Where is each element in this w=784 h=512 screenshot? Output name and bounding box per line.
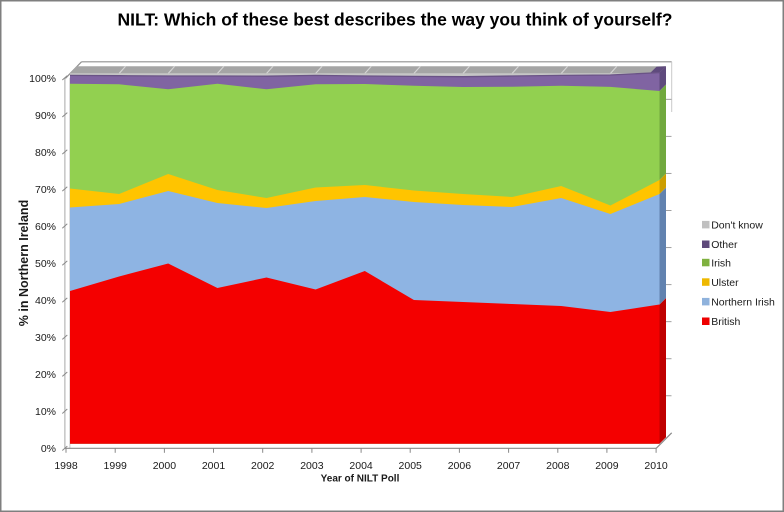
svg-text:1999: 1999 — [104, 460, 128, 472]
svg-text:20%: 20% — [35, 369, 56, 381]
svg-text:60%: 60% — [35, 221, 56, 233]
svg-text:40%: 40% — [35, 295, 56, 307]
svg-text:1998: 1998 — [54, 460, 78, 472]
svg-text:Year of NILT Poll: Year of NILT Poll — [321, 474, 400, 485]
svg-text:2002: 2002 — [251, 460, 275, 472]
svg-text:NILT: Which of these best desc: NILT: Which of these best describes the … — [118, 10, 673, 30]
svg-text:2003: 2003 — [300, 460, 324, 472]
svg-text:2001: 2001 — [202, 460, 226, 472]
svg-text:2008: 2008 — [546, 460, 570, 472]
svg-text:100%: 100% — [29, 73, 56, 85]
svg-text:Northern Irish: Northern Irish — [711, 297, 775, 309]
svg-text:2010: 2010 — [644, 460, 668, 472]
svg-text:50%: 50% — [35, 258, 56, 270]
svg-text:2009: 2009 — [595, 460, 619, 472]
svg-text:90%: 90% — [35, 110, 56, 122]
svg-text:Irish: Irish — [711, 257, 731, 269]
svg-text:2000: 2000 — [153, 460, 177, 472]
svg-text:2004: 2004 — [349, 460, 373, 472]
svg-text:British: British — [711, 316, 740, 328]
svg-text:80%: 80% — [35, 147, 56, 159]
svg-text:Don't know: Don't know — [711, 220, 763, 232]
svg-text:0%: 0% — [41, 443, 56, 455]
svg-text:2007: 2007 — [497, 460, 521, 472]
svg-text:2006: 2006 — [448, 460, 472, 472]
svg-text:30%: 30% — [35, 332, 56, 344]
svg-text:70%: 70% — [35, 184, 56, 196]
svg-text:% in Northern Ireland: % in Northern Ireland — [17, 200, 31, 326]
svg-text:Ulster: Ulster — [711, 277, 739, 289]
svg-text:10%: 10% — [35, 406, 56, 418]
svg-text:2005: 2005 — [399, 460, 423, 472]
svg-text:Other: Other — [711, 239, 738, 251]
